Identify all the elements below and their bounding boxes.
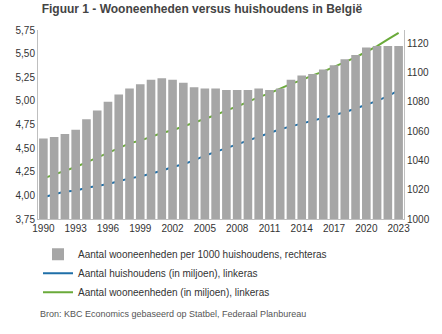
svg-text:Aantal huishoudens (in miljoen: Aantal huishoudens (in miljoen), linkera… <box>78 268 258 279</box>
svg-text:1996: 1996 <box>97 223 120 234</box>
svg-text:Figuur 1 - Wooneenheden versus: Figuur 1 - Wooneenheden versus huishoude… <box>42 2 363 16</box>
svg-text:2017: 2017 <box>323 223 346 234</box>
svg-text:4,00: 4,00 <box>16 190 36 201</box>
svg-text:2008: 2008 <box>226 223 249 234</box>
svg-text:1000: 1000 <box>407 214 430 225</box>
svg-text:1020: 1020 <box>407 184 430 195</box>
svg-text:5,50: 5,50 <box>16 48 36 59</box>
svg-text:2023: 2023 <box>387 223 410 234</box>
svg-text:1120: 1120 <box>407 38 429 49</box>
svg-text:3,75: 3,75 <box>16 214 36 225</box>
svg-text:5,00: 5,00 <box>16 95 36 106</box>
svg-text:5,25: 5,25 <box>16 72 36 83</box>
svg-text:4,25: 4,25 <box>16 166 36 177</box>
svg-text:1993: 1993 <box>65 223 88 234</box>
svg-text:1060: 1060 <box>407 126 430 137</box>
svg-text:2020: 2020 <box>355 223 378 234</box>
svg-text:1100: 1100 <box>407 67 429 78</box>
svg-text:4,75: 4,75 <box>16 119 36 130</box>
svg-text:Aantal wooneenheden per 1000 h: Aantal wooneenheden per 1000 huishoudens… <box>78 249 327 260</box>
svg-text:2002: 2002 <box>161 223 184 234</box>
svg-text:1080: 1080 <box>407 96 430 107</box>
svg-text:4,50: 4,50 <box>16 143 36 154</box>
svg-text:2005: 2005 <box>194 223 217 234</box>
svg-text:2011: 2011 <box>259 223 281 234</box>
svg-text:1990: 1990 <box>32 223 55 234</box>
svg-text:Bron: KBC Economics gebaseerd: Bron: KBC Economics gebaseerd op Statbel… <box>40 309 306 319</box>
svg-text:Aantal wooneenheden (in miljoe: Aantal wooneenheden (in miljoen), linker… <box>78 287 269 298</box>
svg-text:1040: 1040 <box>407 155 430 166</box>
svg-text:2014: 2014 <box>291 223 314 234</box>
svg-text:1999: 1999 <box>129 223 152 234</box>
svg-text:5,75: 5,75 <box>16 25 36 36</box>
